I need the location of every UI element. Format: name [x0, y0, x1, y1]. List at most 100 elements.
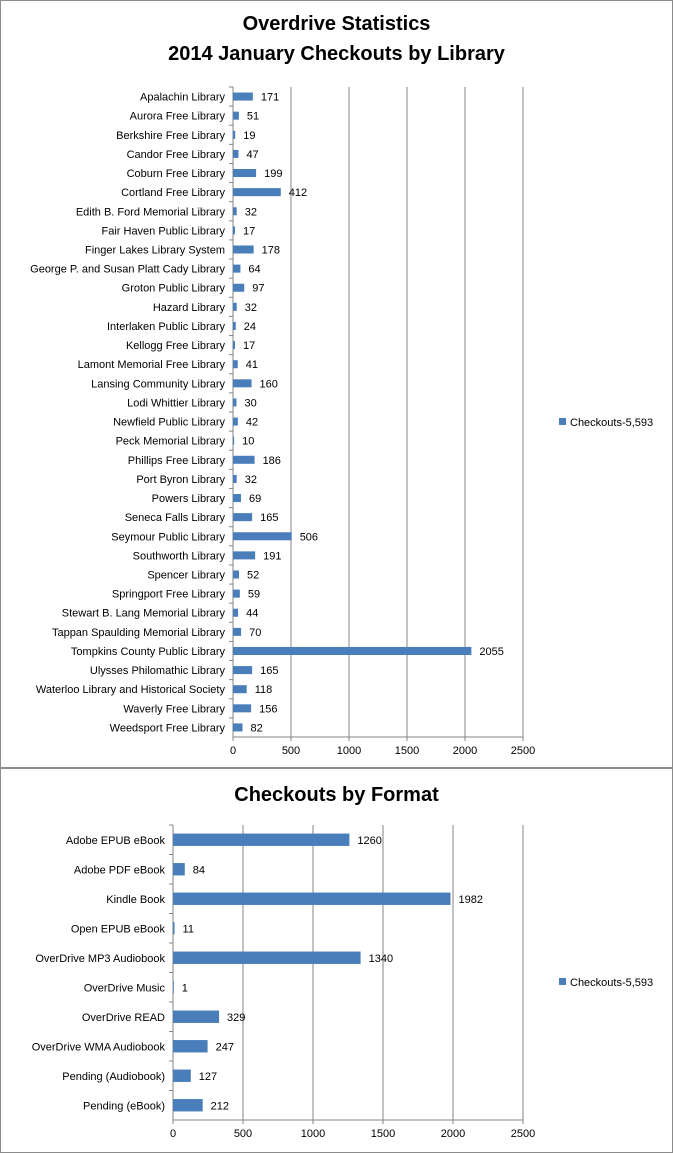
category-label: Pending (eBook) — [83, 1100, 165, 1112]
category-label: OverDrive READ — [82, 1012, 165, 1024]
bar — [233, 685, 247, 694]
data-label: 19 — [243, 130, 255, 142]
bar — [233, 704, 252, 713]
category-label: Lansing Community Library — [91, 378, 225, 390]
x-tick-label: 1500 — [395, 745, 419, 757]
category-label: OverDrive WMA Audiobook — [32, 1041, 166, 1053]
bar — [233, 513, 253, 522]
data-label: 32 — [245, 474, 257, 486]
data-label: 1260 — [357, 835, 381, 847]
category-label: Waverly Free Library — [123, 703, 225, 715]
data-label: 178 — [262, 245, 280, 257]
data-label: 171 — [261, 92, 279, 104]
bar — [233, 283, 245, 292]
bar — [233, 226, 235, 235]
data-label: 212 — [211, 1100, 229, 1112]
category-label: Aurora Free Library — [130, 111, 226, 123]
data-label: 42 — [246, 417, 258, 429]
x-tick-label: 500 — [234, 1128, 252, 1140]
data-label: 44 — [246, 608, 258, 620]
category-label: Seymour Public Library — [111, 531, 225, 543]
category-label: Springport Free Library — [112, 589, 226, 601]
data-label: 1340 — [369, 953, 393, 965]
bar — [233, 264, 241, 273]
category-label: Lamont Memorial Free Library — [78, 359, 226, 371]
category-label: Lodi Whittier Library — [127, 397, 225, 409]
category-label: Berkshire Free Library — [116, 130, 225, 142]
data-label: 10 — [242, 436, 254, 448]
bar — [173, 863, 185, 876]
data-label: 160 — [260, 378, 278, 390]
data-label: 32 — [245, 302, 257, 314]
format-bar-chart: 0 500 1000 1500 2000 2500 Adobe EPUB eBook 1260… — [32, 824, 653, 1140]
bar — [173, 1069, 191, 1082]
bar — [173, 981, 174, 994]
category-label: Apalachin Library — [140, 92, 225, 104]
bar — [233, 474, 237, 483]
bar — [233, 92, 253, 101]
bar — [233, 111, 239, 120]
bar — [233, 245, 254, 254]
data-label: 24 — [244, 321, 256, 333]
data-label: 17 — [243, 340, 255, 352]
category-label: Weedsport Free Library — [110, 722, 226, 734]
x-tick-label: 0 — [170, 1128, 176, 1140]
category-label: OverDrive Music — [84, 982, 166, 994]
category-label: Interlaken Public Library — [107, 321, 226, 333]
data-label: 199 — [264, 168, 282, 180]
data-label: 59 — [248, 589, 260, 601]
bar — [233, 627, 242, 636]
x-tick-label: 500 — [282, 745, 300, 757]
data-label: 17 — [243, 225, 255, 237]
legend-swatch — [559, 978, 566, 985]
category-label: Candor Free Library — [127, 149, 226, 161]
library-chart-panel: Overdrive Statistics 2014 January Checko… — [0, 0, 673, 768]
category-label: Newfield Public Library — [113, 417, 225, 429]
category-label: Port Byron Library — [136, 474, 225, 486]
data-label: 2055 — [479, 646, 503, 658]
category-label: Waterloo Library and Historical Society — [36, 684, 226, 696]
bar — [233, 551, 256, 560]
category-label: Kindle Book — [106, 894, 165, 906]
bar — [233, 169, 257, 178]
data-label: 156 — [259, 703, 277, 715]
data-label: 165 — [260, 512, 278, 524]
bar — [233, 379, 252, 388]
x-tick-label: 1500 — [371, 1128, 395, 1140]
bar — [233, 455, 255, 464]
category-label: Stewart B. Lang Memorial Library — [62, 608, 226, 620]
category-label: Phillips Free Library — [128, 455, 226, 467]
data-label: 165 — [260, 665, 278, 677]
data-label: 41 — [246, 359, 258, 371]
data-label: 47 — [246, 149, 258, 161]
data-label: 84 — [193, 864, 205, 876]
data-label: 186 — [263, 455, 281, 467]
data-label: 64 — [248, 264, 260, 276]
data-label: 506 — [300, 531, 318, 543]
category-label: Seneca Falls Library — [125, 512, 226, 524]
bar — [173, 892, 451, 905]
category-label: Groton Public Library — [122, 283, 226, 295]
bar — [233, 532, 292, 541]
data-label: 191 — [263, 550, 281, 562]
bar — [233, 360, 238, 369]
format-chart-panel: Checkouts by Format 0 500 1000 1500 2000 2500… — [0, 768, 673, 1153]
data-label: 118 — [255, 684, 273, 696]
bar — [173, 1010, 220, 1023]
x-tick-label: 2500 — [511, 745, 535, 757]
category-label: Fair Haven Public Library — [102, 225, 226, 237]
legend-label: Checkouts-5,593 — [570, 417, 653, 429]
data-label: 30 — [244, 397, 256, 409]
category-label: Tappan Spaulding Memorial Library — [52, 627, 226, 639]
category-label: Adobe PDF eBook — [74, 864, 166, 876]
data-label: 412 — [289, 187, 307, 199]
bar — [233, 321, 236, 330]
bar — [233, 723, 243, 732]
category-label: Ulysses Philomathic Library — [90, 665, 226, 677]
data-label: 127 — [199, 1071, 217, 1083]
category-label: Peck Memorial Library — [116, 436, 226, 448]
bar — [233, 608, 239, 617]
bar — [233, 302, 237, 311]
category-label: Cortland Free Library — [121, 187, 225, 199]
